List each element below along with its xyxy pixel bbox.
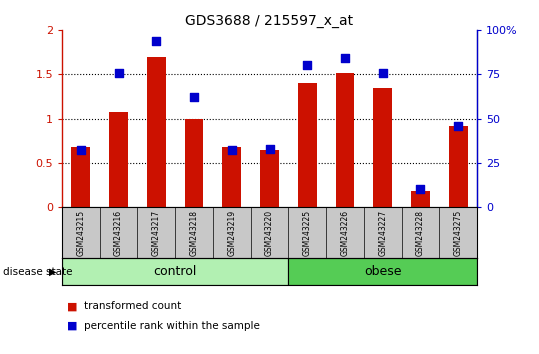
Point (114, 70, 123, 75)
Title: GDS3688 / 215597_x_at: GDS3688 / 215597_x_at (185, 14, 354, 28)
Text: GSM243217: GSM243217 (152, 210, 161, 256)
Point (152, 38, 161, 44)
Text: GSM243275: GSM243275 (454, 210, 462, 256)
Bar (335, 73, 355, 207)
Text: GSM243220: GSM243220 (265, 210, 274, 256)
Point (378, 70, 387, 75)
Text: GSM243227: GSM243227 (378, 210, 387, 256)
Text: disease state: disease state (3, 267, 72, 277)
Bar (298, 83, 317, 207)
Point (303, 63, 312, 68)
Bar (288, 258, 477, 285)
Point (190, 95, 198, 100)
Text: GSM243228: GSM243228 (416, 210, 425, 256)
Bar (448, 126, 467, 207)
Text: GSM243218: GSM243218 (190, 210, 198, 256)
Bar (147, 57, 166, 207)
Text: GSM243216: GSM243216 (114, 210, 123, 256)
Text: ■: ■ (67, 321, 78, 331)
Point (265, 146, 274, 152)
Text: GSM243225: GSM243225 (303, 210, 312, 256)
Point (341, 56, 349, 61)
Bar (373, 88, 392, 207)
Text: transformed count: transformed count (84, 301, 181, 311)
Text: ▶: ▶ (49, 267, 57, 277)
Text: ■: ■ (67, 301, 78, 311)
Point (416, 187, 425, 192)
Point (227, 148, 236, 153)
Text: percentile rank within the sample: percentile rank within the sample (84, 321, 259, 331)
Bar (109, 112, 128, 207)
Bar (411, 191, 430, 207)
Text: GSM243215: GSM243215 (77, 210, 85, 256)
Text: obese: obese (364, 265, 402, 278)
Text: control: control (154, 265, 197, 278)
Point (77, 148, 85, 153)
Text: GSM243219: GSM243219 (227, 210, 236, 256)
Bar (222, 147, 241, 207)
Bar (260, 149, 279, 207)
Bar (62, 258, 288, 285)
Bar (184, 119, 204, 207)
Point (454, 123, 462, 129)
Text: GSM243226: GSM243226 (341, 210, 349, 256)
Bar (71, 147, 90, 207)
